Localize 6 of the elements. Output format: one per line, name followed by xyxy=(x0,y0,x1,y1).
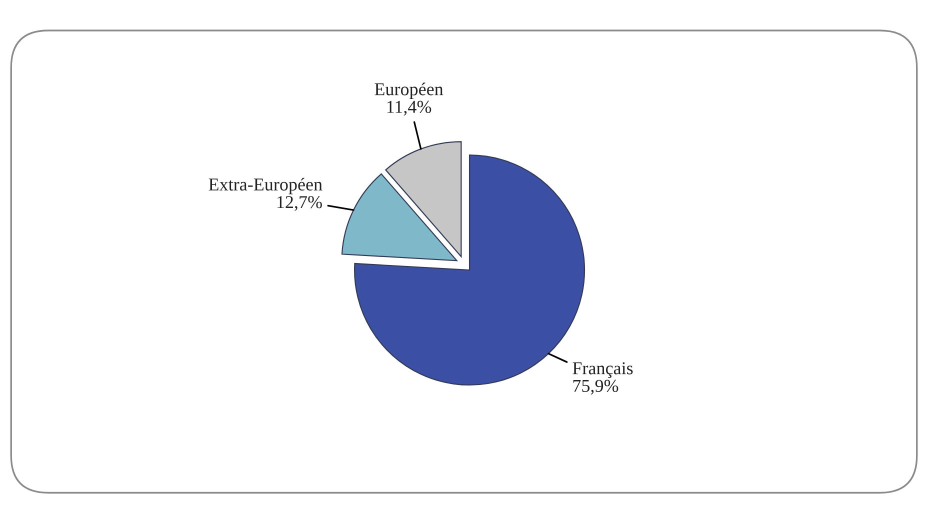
slice-label: Européen xyxy=(374,82,444,100)
data-label: 75,9% xyxy=(573,380,618,395)
data-label: 11,4% xyxy=(387,100,432,116)
data-label: 12,7% xyxy=(278,196,322,211)
slice-label: Extra-Européen xyxy=(208,178,322,194)
slice-label: Français xyxy=(572,362,633,378)
